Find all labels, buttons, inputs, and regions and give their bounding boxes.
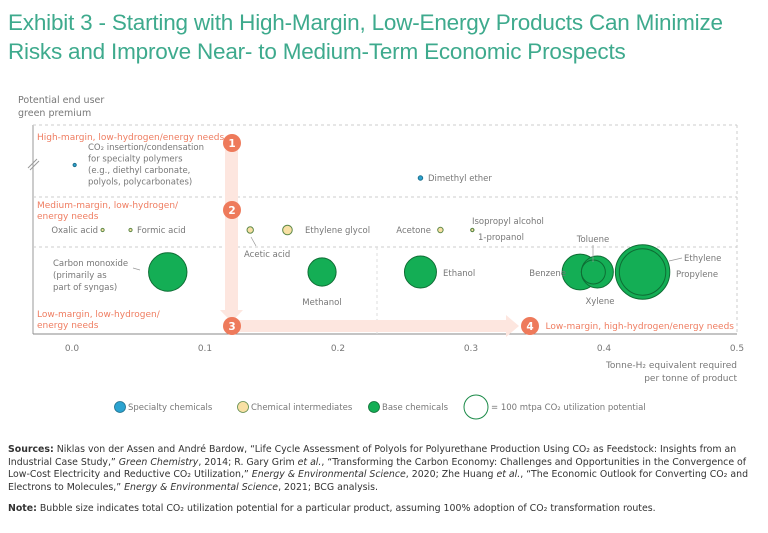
journal-name: Green Chemistry xyxy=(118,456,199,468)
legend-label: Chemical intermediates xyxy=(251,403,353,413)
bubble-ethylene xyxy=(282,224,293,236)
x-tick-label: 0.5 xyxy=(730,344,744,354)
label-specialty-polymers: (e.g., diethyl carbonate, xyxy=(88,166,190,176)
bubble-dimethyl xyxy=(417,175,424,181)
band-label-medium: Medium-margin, low-hydrogen/ xyxy=(37,201,179,211)
label-carbon-monoxide: part of syngas) xyxy=(53,283,117,293)
legend-swatch xyxy=(114,401,126,413)
journal-name: Energy & Environmental Science xyxy=(251,469,406,481)
note-label: Note: xyxy=(8,503,37,514)
label-specialty-polymers: polyols, polycarbonates) xyxy=(88,178,192,188)
label-dimethyl-ether: Dimethyl ether xyxy=(428,174,492,184)
y-axis-label: green premium xyxy=(18,108,91,119)
band-label-medium: energy needs xyxy=(37,212,99,222)
sources-label: Sources: xyxy=(8,444,54,455)
label-propylene: Propylene xyxy=(676,270,718,280)
bubble-chart: Potential end user green premium High-marg… xyxy=(18,95,744,420)
bubble-acetone xyxy=(437,226,444,234)
label-1-propanol: 1-propanol xyxy=(478,233,524,243)
bubble-propylene xyxy=(618,248,667,296)
bubble-toluene xyxy=(580,259,606,285)
label-isopropyl-alcohol: Isopropyl alcohol xyxy=(472,217,544,227)
step-badge-3 xyxy=(223,317,241,335)
label-carbon-monoxide: (primarily as xyxy=(53,271,107,281)
leader-line xyxy=(250,236,257,247)
label-methanol: Methanol xyxy=(302,298,341,308)
label-ethanol: Ethanol xyxy=(443,269,475,279)
x-tick-label: 0.4 xyxy=(597,344,612,354)
arrow-right-head xyxy=(506,315,519,337)
leader-line xyxy=(132,267,141,271)
step-badge-number: 1 xyxy=(228,138,235,150)
legend-swatch xyxy=(237,401,249,413)
label-specialty-polymers: CO₂ insertion/condensation xyxy=(88,143,204,153)
label-formic-acid: Formic acid xyxy=(137,226,186,236)
arrow-down-head xyxy=(220,310,243,322)
sources-text: Niklas von der Assen and André Bardow, “… xyxy=(8,444,737,468)
et-al: et al. xyxy=(496,469,521,481)
label-acetic-acid: Acetic acid xyxy=(244,250,290,260)
sources-note: Sources: Niklas von der Assen and André … xyxy=(8,444,760,494)
arrow-right-shaft xyxy=(238,320,508,332)
band-label-low-high-hydrogen: Low-margin, high-hydrogen/energy needs xyxy=(546,322,735,332)
label-specialty-polymers: for specialty polymers xyxy=(88,155,183,165)
sources-text: , 2014; R. Gary Grim xyxy=(198,456,298,468)
sources-text: , 2020; Zhe Huang xyxy=(405,469,497,481)
arrow-down-shaft xyxy=(225,150,238,312)
et-al: et al. xyxy=(297,456,322,468)
bubble-ethylene xyxy=(614,244,671,300)
label-carbon-monoxide: Carbon monoxide xyxy=(53,259,128,269)
step-badge-number: 4 xyxy=(526,321,533,333)
axis-break-mark xyxy=(27,158,38,169)
chart-title-line-1: Exhibit 3 - Starting with High-Margin, L… xyxy=(8,10,723,35)
step-badge-1 xyxy=(223,134,241,152)
footnote: Note: Bubble size indicates total CO₂ ut… xyxy=(8,503,760,515)
step-badge-4 xyxy=(521,317,539,335)
x-tick-label: 0.3 xyxy=(464,344,478,354)
x-tick-label: 0.0 xyxy=(65,344,80,354)
journal-name: Energy & Environmental Science xyxy=(124,481,279,493)
label-acetone: Acetone xyxy=(396,226,431,236)
legend-swatch xyxy=(368,401,380,413)
legend-label: Specialty chemicals xyxy=(128,403,213,413)
x-axis-label: Tonne-H₂ equivalent required xyxy=(605,361,737,371)
y-axis-label: Potential end user xyxy=(18,95,104,106)
label-ethylene: Ethylene xyxy=(684,254,721,264)
bubble-1-propanol xyxy=(470,227,475,233)
label-xylene: Xylene xyxy=(585,297,614,307)
step-badge-2 xyxy=(223,201,241,219)
legend-size-label: = 100 mtpa CO₂ utilization potential xyxy=(491,403,646,413)
sources-text: , “Transforming the Carbon Economy: Chal… xyxy=(8,456,747,481)
bubble-acetic xyxy=(246,226,254,234)
step-badge-number: 2 xyxy=(228,205,235,217)
bubble-oxalic xyxy=(100,227,105,233)
axis-break-mark xyxy=(29,160,40,171)
bubble-carbon xyxy=(148,252,188,292)
label-ethylene-glycol: Ethylene glycol xyxy=(305,226,370,236)
bubble-formic xyxy=(128,227,133,233)
sources-text: , “The Economic Outlook for Converting C… xyxy=(8,469,749,493)
bubble-ethanol xyxy=(403,255,437,289)
leader-line xyxy=(668,257,683,262)
label-toluene: Toluene xyxy=(576,235,610,245)
x-axis-label: per tonne of product xyxy=(644,374,737,384)
bubble-methanol xyxy=(307,257,337,287)
band-label-low: energy needs xyxy=(37,321,99,331)
band-label-low: Low-margin, low-hydrogen/ xyxy=(37,310,161,320)
band-label-high: High-margin, low-hydrogen/energy needs xyxy=(37,133,224,143)
label-oxalic-acid: Oxalic acid xyxy=(51,226,98,236)
chart-title: Exhibit 3 - Starting with High-Margin, L… xyxy=(8,8,768,66)
legend-label: Base chemicals xyxy=(382,403,449,413)
note-text: Bubble size indicates total CO₂ utilizat… xyxy=(36,503,656,514)
legend-size-circle xyxy=(463,394,489,420)
step-badge-number: 3 xyxy=(228,321,235,333)
x-tick-label: 0.1 xyxy=(198,344,212,354)
sources-text: , 2021; BCG analysis. xyxy=(278,481,379,493)
x-tick-label: 0.2 xyxy=(331,344,345,354)
label-benzene: Benzene xyxy=(529,269,566,279)
bubble-co xyxy=(72,162,77,168)
chart-title-line-2: Risks and Improve Near- to Medium-Term E… xyxy=(8,39,626,64)
